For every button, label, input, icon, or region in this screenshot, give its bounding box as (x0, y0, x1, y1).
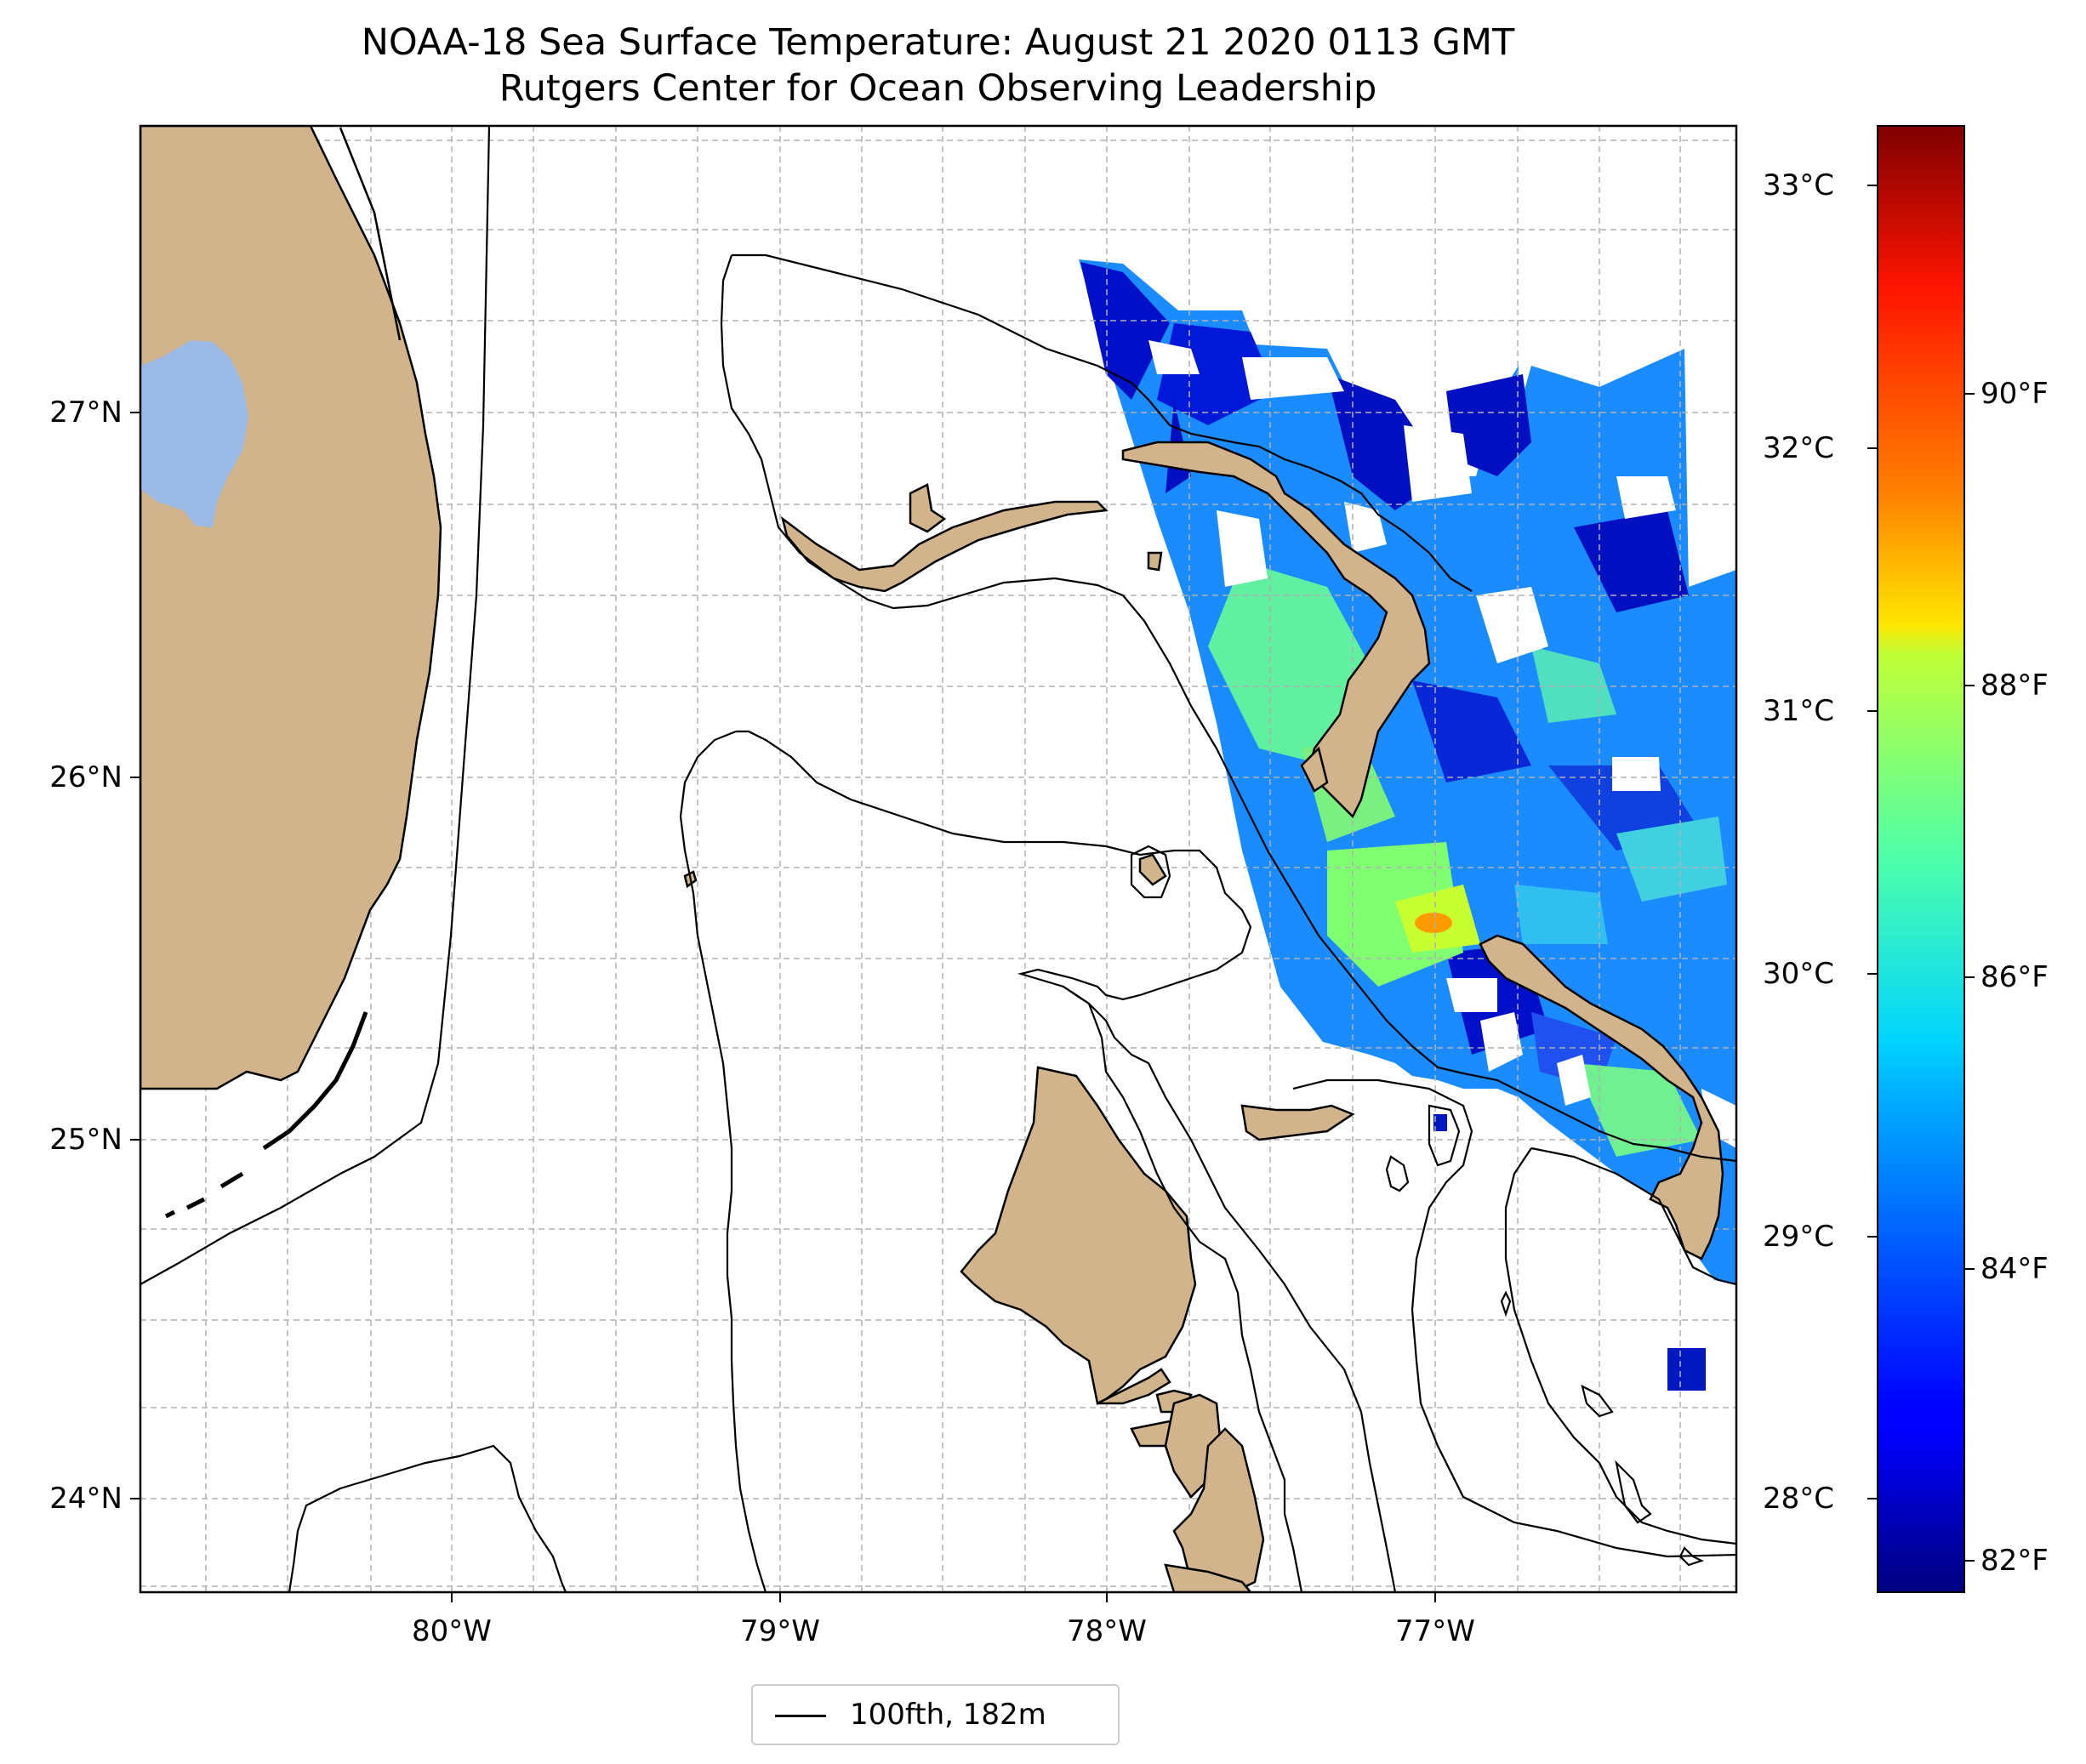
colorbar-celsius-label: 32°C (1763, 431, 1835, 465)
lake-okeechobee (140, 340, 248, 527)
graticule (140, 126, 1736, 1592)
colorbar-fahrenheit-label: 84°F (1981, 1252, 2049, 1286)
lon-label-77w: 77°W (1395, 1614, 1475, 1648)
lat-label-27n: 27°N (49, 395, 123, 430)
legend-label: 100fth, 182m (850, 1698, 1046, 1732)
colorbar-fahrenheit-label: 86°F (1981, 960, 2049, 994)
lat-label-24n: 24°N (49, 1482, 123, 1516)
colorbar-gradient (1877, 125, 1965, 1593)
colorbar-celsius-label: 31°C (1763, 694, 1835, 728)
legend-line-swatch (775, 1715, 826, 1717)
florida-keys (164, 1011, 368, 1219)
lon-label-78w: 78°W (1067, 1614, 1147, 1648)
lon-label-79w: 79°W (740, 1614, 820, 1648)
map-subtitle: Rutgers Center for Ocean Observing Leade… (499, 67, 1377, 110)
colorbar-celsius-label: 29°C (1763, 1220, 1835, 1254)
colorbar-fahrenheit-label: 88°F (1981, 669, 2049, 703)
colorbar-celsius-label: 30°C (1763, 957, 1835, 991)
lat-label-26n: 26°N (49, 760, 123, 794)
map-title: NOAA-18 Sea Surface Temperature: August … (361, 21, 1515, 64)
lat-label-25n: 25°N (49, 1123, 123, 1157)
colorbar-celsius-label: 33°C (1763, 168, 1835, 202)
lon-label-80w: 80°W (412, 1614, 492, 1648)
isobath-100fth (140, 126, 1736, 1592)
bahamas-land (683, 441, 1724, 1592)
sst-swath (1079, 259, 1736, 1391)
colorbar-celsius-label: 28°C (1763, 1482, 1835, 1516)
colorbar-fahrenheit-label: 82°F (1981, 1544, 2049, 1578)
map-frame (139, 124, 1738, 1594)
legend: 100fth, 182m (751, 1684, 1120, 1745)
colorbar-fahrenheit-label: 90°F (1981, 377, 2049, 411)
